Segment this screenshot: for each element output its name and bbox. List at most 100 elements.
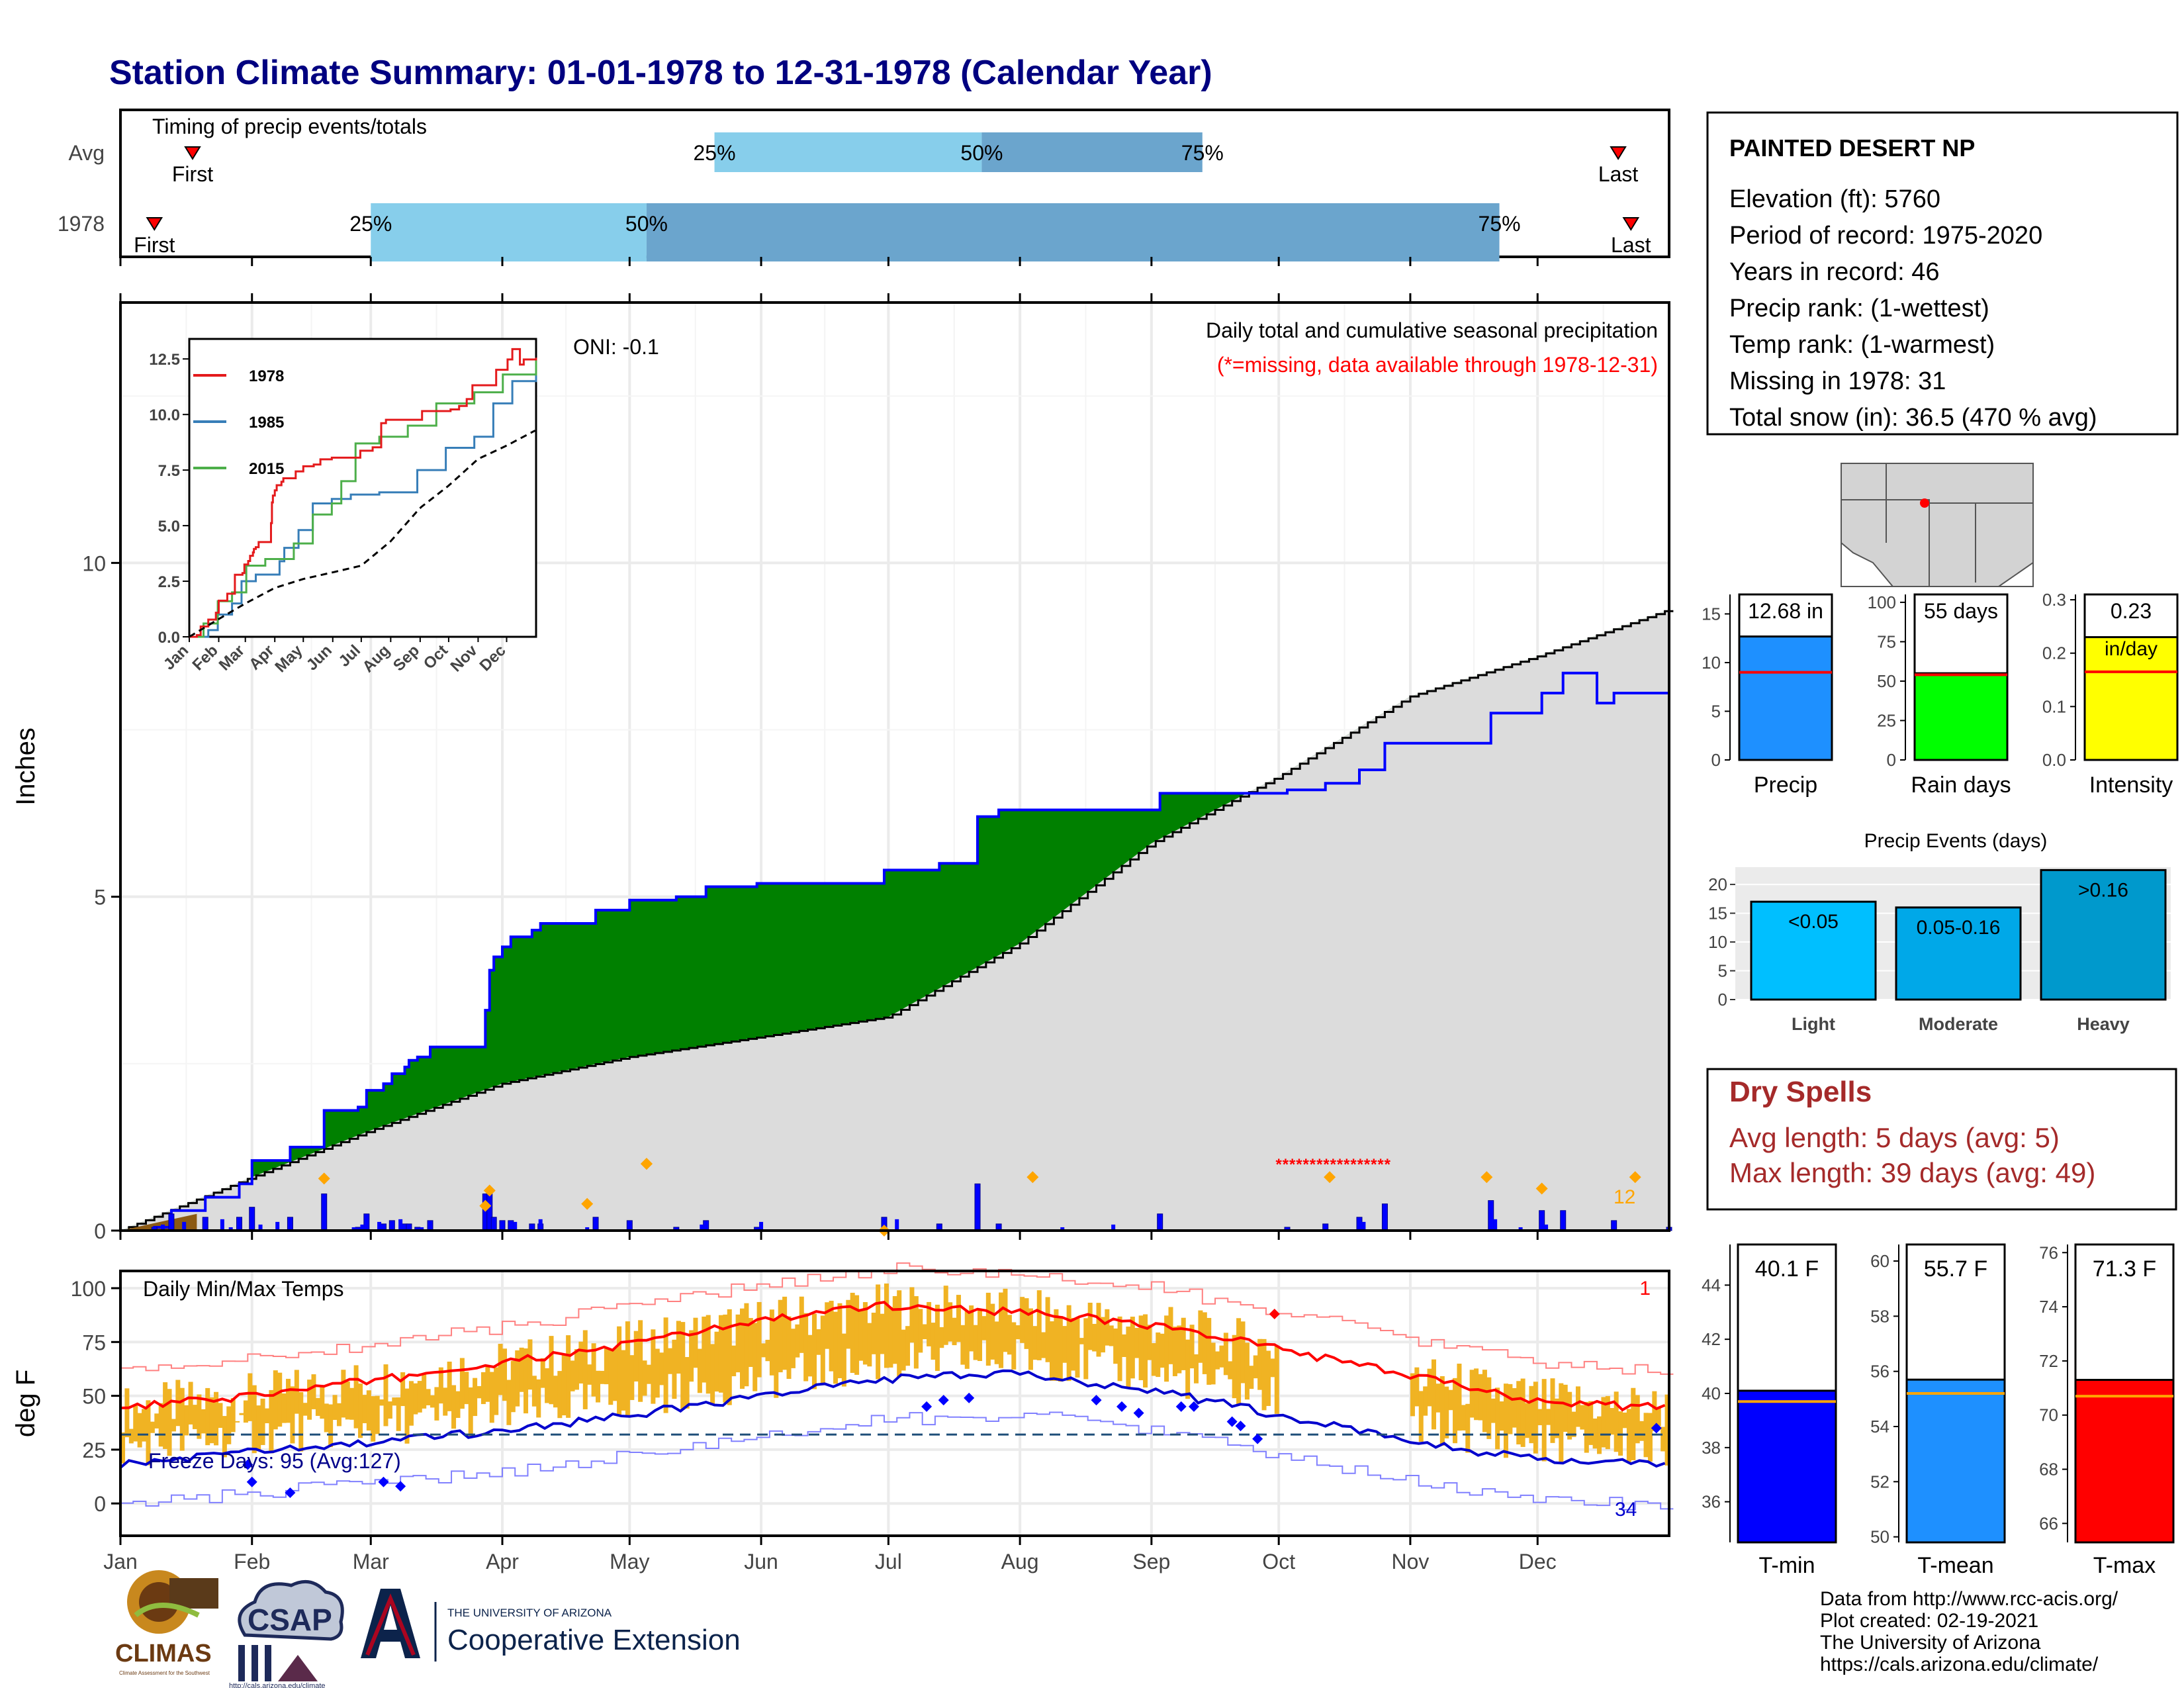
month-axis-label: Dec: [1519, 1550, 1557, 1573]
svg-text:CSAP: CSAP: [248, 1603, 332, 1637]
daily-temp-range-bar: [1656, 1408, 1661, 1427]
daily-temp-range-bar: [981, 1316, 987, 1340]
inset-line-1985: [189, 370, 537, 638]
average-cumulative-area: [120, 609, 1669, 1231]
precip-summary-value-label: 12.68 in: [1748, 599, 1823, 623]
daily-temp-range-bar: [336, 1403, 341, 1427]
missing-day-marker: *: [1330, 1156, 1337, 1174]
daily-temp-range-bar: [1050, 1321, 1055, 1381]
daily-temp-range-bar: [1075, 1317, 1080, 1378]
daily-temp-range-bar: [1206, 1317, 1212, 1385]
record-low-marker: [1235, 1421, 1246, 1432]
daily-temp-range-bar: [744, 1303, 749, 1387]
daily-temp-range-bar: [142, 1409, 147, 1442]
record-low-marker: [378, 1476, 389, 1487]
daily-temp-range-bar: [205, 1387, 210, 1446]
month-axis-label: May: [610, 1550, 649, 1573]
daily-precip-bar: [420, 1227, 424, 1231]
tmax-summary-bar: [2074, 1379, 2175, 1544]
daily-temp-range-bar: [1410, 1373, 1415, 1417]
daily-temp-range-bar: [1083, 1318, 1089, 1380]
daily-temp-range-bar: [1274, 1346, 1279, 1414]
normal-min-line: [119, 1369, 1666, 1469]
daily-temp-range-bar: [545, 1368, 550, 1403]
daily-temp-range-bar: [1087, 1302, 1093, 1350]
record-low-marker: [964, 1392, 975, 1403]
month-axis-label: Oct: [1262, 1550, 1295, 1573]
daily-temp-range-bar: [714, 1331, 719, 1392]
daily-temp-range-bar: [1257, 1338, 1263, 1390]
daily-temp-range-bar: [596, 1370, 601, 1403]
daily-temp-range-bar: [519, 1347, 524, 1392]
daily-temp-range-bar: [1219, 1345, 1224, 1368]
daily-temp-range-bar: [510, 1360, 516, 1413]
record-low-marker: [246, 1476, 257, 1487]
daily-precip-bar: [249, 1207, 255, 1231]
missing-data-note: (*=missing, data available through 1978-…: [1217, 353, 1658, 377]
daily-temp-range-bar: [179, 1387, 185, 1451]
daily-temp-range-bar: [1525, 1403, 1530, 1438]
daily-temp-range-bar: [612, 1348, 617, 1401]
daily-temp-range-bar: [506, 1380, 512, 1425]
daily-temp-range-bar: [1431, 1359, 1436, 1430]
daily-temp-range-bar: [680, 1322, 686, 1410]
svg-text:CLIMAS: CLIMAS: [115, 1640, 212, 1667]
daily-temp-range-bar: [651, 1329, 656, 1404]
events-y-tick: 5: [1718, 961, 1727, 981]
daily-temp-range-bar: [371, 1396, 376, 1442]
daily-temp-range-bar: [973, 1325, 978, 1360]
daily-temp-range-bar: [621, 1350, 626, 1411]
daily-temp-range-bar: [994, 1321, 999, 1364]
daily-temp-range-bar: [786, 1316, 792, 1380]
daily-temp-range-bar: [774, 1317, 779, 1398]
daily-precip-bar: [161, 1224, 165, 1231]
daily-precip-bar: [500, 1224, 504, 1231]
daily-precip-bar: [1493, 1219, 1498, 1231]
rain-days-summary-y-tick: 25: [1877, 710, 1896, 730]
rain-days-summary-y-tick: 75: [1877, 632, 1896, 651]
daily-temp-range-bar: [332, 1395, 338, 1421]
daily-precip-bar: [1356, 1217, 1363, 1231]
daily-temp-range-bar: [1041, 1332, 1046, 1358]
daily-temp-range-bar: [489, 1372, 494, 1423]
daily-temp-range-bar: [515, 1350, 520, 1407]
record-low-marker: [1091, 1395, 1102, 1406]
daily-temp-range-bar: [438, 1367, 443, 1404]
daily-temp-range-bar: [281, 1393, 287, 1423]
daily-temp-range-bar: [502, 1348, 507, 1401]
daily-precip-bar: [700, 1224, 704, 1231]
tmean-summary-value-label: 55.7 F: [1924, 1256, 1987, 1282]
precip-summary-label: Precip: [1754, 773, 1817, 798]
temp-y-tick-label: 75: [82, 1331, 106, 1354]
inset-legend-label: 1978: [249, 367, 284, 385]
daily-temp-range-bar: [171, 1419, 176, 1432]
daily-temp-range-bar: [1036, 1290, 1042, 1360]
daily-temp-range-bar: [854, 1295, 860, 1375]
daily-temp-range-bar: [1597, 1416, 1602, 1454]
daily-precip-bar: [490, 1217, 497, 1231]
daily-temp-range-bar: [625, 1321, 630, 1417]
tmean-summary-label: T-mean: [1917, 1553, 1993, 1578]
daily-temp-range-bar: [1045, 1297, 1050, 1362]
timing-bar-upper: [981, 132, 1203, 172]
daily-temp-range-bar: [290, 1386, 295, 1444]
daily-temp-range-bar: [1261, 1338, 1267, 1411]
daily-temp-range-bar: [1563, 1384, 1568, 1432]
daily-precip-bar: [1111, 1224, 1116, 1231]
tmax-summary-y-tick: 74: [2039, 1297, 2058, 1317]
daily-temp-range-bar: [294, 1370, 299, 1414]
month-axis-label: Sep: [1132, 1550, 1170, 1573]
dry-spells-title: Dry Spells: [1729, 1076, 1872, 1108]
intensity-summary-y-tick: 0.3: [2042, 590, 2066, 610]
daily-temp-range-bar: [362, 1395, 367, 1423]
daily-precip-bar: [974, 1183, 981, 1231]
daily-temp-range-bar: [222, 1416, 227, 1458]
daily-temp-range-bar: [820, 1315, 825, 1384]
timing-percent-label: 75%: [1479, 212, 1521, 236]
daily-temp-range-bar: [1117, 1316, 1122, 1382]
daily-temp-range-bar: [1177, 1325, 1182, 1374]
daily-temp-range-bar: [909, 1287, 915, 1343]
tmin-summary-y-tick: 42: [1702, 1329, 1721, 1349]
daily-temp-range-bar: [905, 1326, 911, 1366]
